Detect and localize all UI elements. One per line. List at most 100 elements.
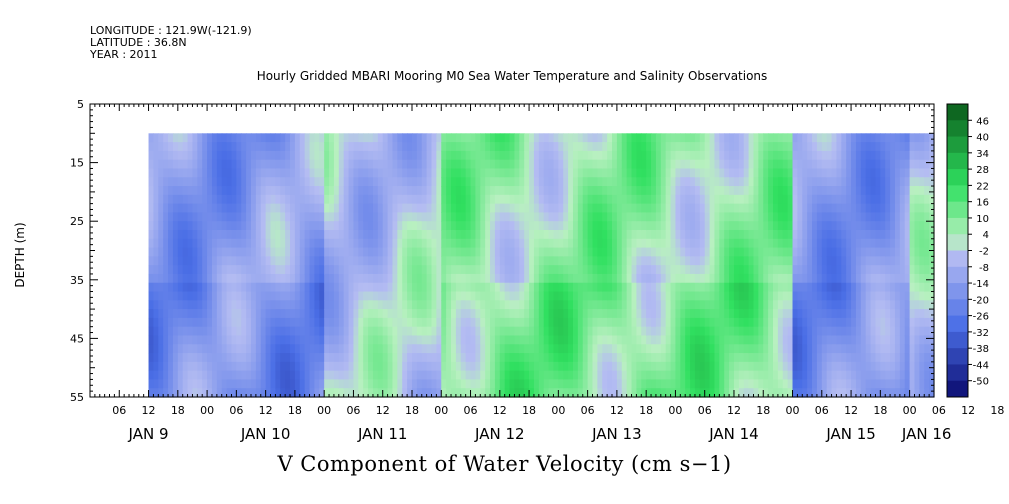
heatmap-cell [870, 142, 877, 152]
heatmap-cell [202, 194, 208, 205]
heatmap-cell [348, 300, 355, 310]
heatmap-cell [655, 344, 662, 354]
heatmap-cell [753, 168, 759, 178]
heatmap-cell [470, 309, 477, 319]
heatmap-cell [509, 194, 516, 205]
heatmap-cell [782, 159, 789, 170]
heatmap-cell [816, 317, 823, 328]
heatmap-cell [865, 168, 872, 178]
heatmap-cell [577, 361, 584, 372]
heatmap-cell [929, 370, 935, 381]
heatmap-cell [363, 194, 369, 205]
heatmap-cell [441, 256, 447, 266]
heatmap-cell [333, 133, 340, 143]
heatmap-cell [919, 309, 925, 319]
heatmap-cell [626, 203, 633, 214]
heatmap-cell [836, 326, 842, 337]
heatmap-cell [621, 186, 628, 196]
heatmap-cell [812, 238, 818, 249]
heatmap-cell [309, 300, 316, 310]
heatmap-cell [777, 317, 784, 328]
heatmap-cell [592, 326, 598, 337]
heatmap-cell [446, 379, 452, 389]
heatmap-cell [377, 150, 384, 161]
heatmap-cell [436, 133, 442, 143]
heatmap-cell [753, 212, 759, 222]
heatmap-cell [714, 353, 720, 363]
heatmap-cell [407, 335, 413, 345]
heatmap-cell [455, 388, 462, 398]
heatmap-cell [236, 370, 242, 381]
heatmap-cell [499, 194, 506, 205]
heatmap-cell [694, 133, 701, 143]
heatmap-cell [299, 309, 306, 319]
heatmap-cell [358, 300, 364, 310]
heatmap-cell [397, 282, 403, 293]
heatmap-cell [533, 388, 540, 398]
heatmap-cell [641, 265, 647, 275]
heatmap-cell [494, 212, 501, 222]
heatmap-cell [641, 370, 647, 381]
heatmap-cell [182, 238, 189, 249]
heatmap-cell [680, 361, 686, 372]
heatmap-cell [655, 229, 662, 240]
heatmap-cell [704, 273, 711, 284]
heatmap-cell [509, 229, 516, 240]
heatmap-cell [241, 353, 247, 363]
heatmap-cell [826, 379, 833, 389]
heatmap-cell [694, 168, 701, 178]
heatmap-cell [680, 142, 686, 152]
heatmap-cell [646, 300, 652, 310]
heatmap-cell [377, 353, 384, 363]
heatmap-cell [158, 212, 164, 222]
heatmap-cell [758, 326, 764, 337]
heatmap-cell [636, 221, 642, 231]
heatmap-cell [729, 177, 735, 187]
heatmap-cell [402, 168, 408, 178]
heatmap-cell [363, 133, 369, 143]
heatmap-cell [460, 256, 467, 266]
heatmap-cell [880, 229, 886, 240]
heatmap-cell [485, 309, 491, 319]
heatmap-cell [187, 238, 194, 249]
heatmap-cell [582, 309, 589, 319]
heatmap-cell [646, 256, 652, 266]
heatmap-cell [275, 186, 281, 196]
heatmap-cell [202, 282, 208, 293]
heatmap-cell [831, 326, 838, 337]
heatmap-cell [451, 177, 457, 187]
heatmap-cell [270, 300, 276, 310]
heatmap-cell [524, 194, 530, 205]
heatmap-cell [177, 265, 184, 275]
heatmap-cell [865, 361, 872, 372]
heatmap-cell [558, 247, 564, 257]
heatmap-cell [221, 238, 228, 249]
heatmap-cell [333, 344, 340, 354]
heatmap-cell [865, 265, 872, 275]
heatmap-cell [763, 133, 769, 143]
heatmap-cell [431, 247, 437, 257]
heatmap-cell [636, 282, 642, 293]
heatmap-cell [929, 344, 935, 354]
heatmap-cell [831, 388, 838, 398]
heatmap-cell [782, 361, 789, 372]
heatmap-cell [660, 273, 667, 284]
heatmap-cell [768, 317, 774, 328]
heatmap-cell [694, 370, 701, 381]
heatmap-cell [441, 229, 447, 240]
heatmap-cell [416, 326, 423, 337]
heatmap-cell [265, 186, 272, 196]
heatmap-cell [733, 247, 740, 257]
heatmap-cell [353, 194, 359, 205]
heatmap-cell [904, 247, 911, 257]
heatmap-cell [846, 256, 852, 266]
heatmap-cell [773, 370, 779, 381]
heatmap-cell [148, 212, 155, 222]
heatmap-cell [572, 265, 579, 275]
heatmap-cell [294, 335, 301, 345]
heatmap-cell [865, 159, 872, 170]
heatmap-cell [372, 168, 379, 178]
heatmap-cell [802, 256, 808, 266]
heatmap-cell [163, 194, 169, 205]
heatmap-cell [851, 194, 857, 205]
